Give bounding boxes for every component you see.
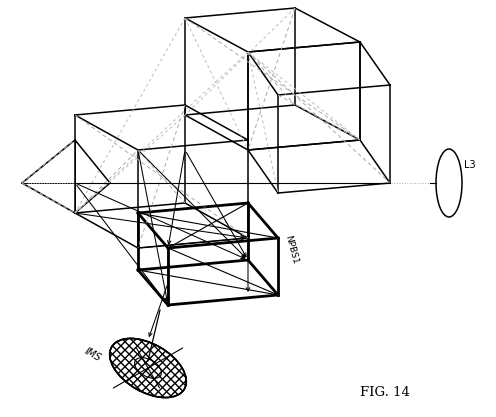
Text: FIG. 14: FIG. 14: [360, 387, 410, 399]
Ellipse shape: [110, 339, 186, 397]
Text: L3: L3: [464, 160, 476, 170]
Text: IMS: IMS: [83, 346, 103, 364]
Text: NPBS1: NPBS1: [283, 234, 300, 266]
